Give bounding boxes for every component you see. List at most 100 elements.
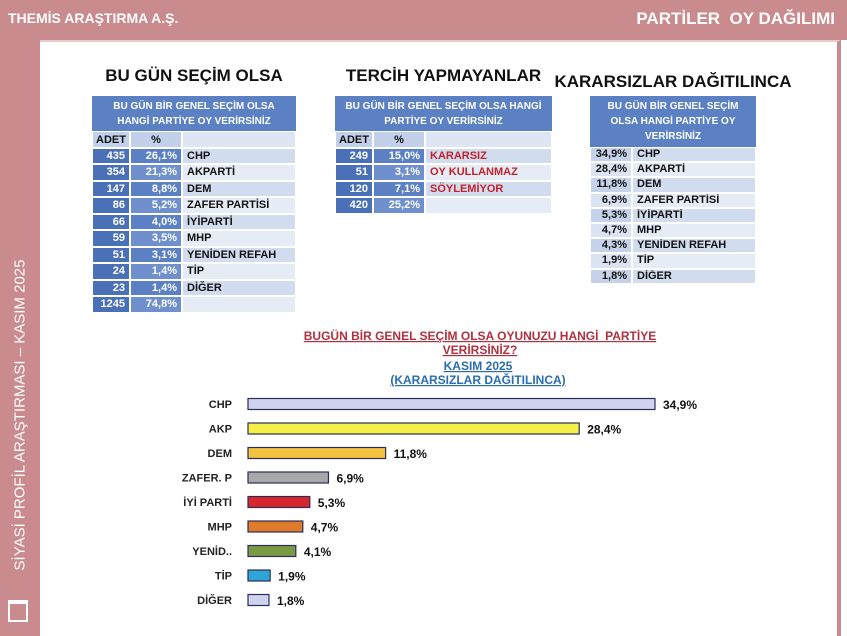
value-label: 11,8%	[394, 447, 428, 461]
number-cell: 28,4%	[590, 162, 632, 178]
number-cell: 1,4%	[130, 263, 182, 280]
number-cell: 120	[335, 180, 373, 197]
party-cell: YENİDEN REFAH	[182, 246, 296, 263]
party-cell: DİĞER	[632, 268, 756, 284]
number-cell: 8,8%	[130, 180, 182, 197]
table-question: BU GÜN BİR GENEL SEÇİM OLSA HANGİ PARTİY…	[92, 96, 296, 131]
party-cell	[182, 296, 296, 313]
number-cell: 74,8%	[130, 296, 182, 313]
bar	[247, 495, 311, 509]
number-cell: 34,9%	[590, 147, 632, 163]
table-question: BU GÜN BİR GENEL SEÇİM OLSA HANGİ PARTİY…	[335, 96, 552, 131]
bar	[247, 422, 580, 435]
chart-title: BUGÜN BİR GENEL SEÇİM OLSA OYUNUZU HANGİ…	[304, 328, 656, 343]
number-cell: 147	[92, 180, 130, 197]
party-cell: AKPARTİ	[632, 162, 756, 178]
value-label: 5,3%	[318, 496, 346, 510]
column-header: %	[373, 131, 425, 148]
number-cell: 21,3%	[130, 164, 182, 181]
party-cell: MHP	[182, 230, 296, 247]
column-header	[425, 131, 552, 148]
column-header: ADET	[335, 131, 373, 148]
value-label: 34,9%	[663, 398, 697, 412]
party-cell: İYİPARTİ	[182, 213, 296, 230]
number-cell: 3,1%	[130, 246, 182, 263]
bar	[247, 593, 270, 607]
number-cell: 5,2%	[130, 197, 182, 214]
number-cell: 3,1%	[373, 164, 425, 181]
number-cell: 26,1%	[130, 147, 182, 164]
number-cell: 4,7%	[590, 223, 632, 239]
bar	[247, 446, 387, 460]
party-cell: SÖYLEMİYOR	[425, 180, 552, 197]
party-cell: TİP	[182, 263, 296, 280]
party-cell	[425, 197, 552, 214]
party-cell: OY KULLANMAZ	[425, 164, 552, 181]
number-cell: 1,8%	[590, 268, 632, 284]
number-cell: 3,5%	[130, 230, 182, 247]
number-cell: 51	[335, 164, 373, 181]
number-cell: 1,9%	[590, 253, 632, 269]
column-header	[182, 131, 296, 148]
party-cell: İYİPARTİ	[632, 207, 756, 223]
category-label: MHP	[208, 522, 232, 534]
number-cell: 4,0%	[130, 213, 182, 230]
party-cell: MHP	[632, 223, 756, 239]
table-title: BU GÜN SEÇİM OLSA	[105, 66, 283, 85]
number-cell: 24	[92, 263, 130, 280]
value-label: 4,7%	[311, 521, 339, 535]
bar	[247, 471, 330, 484]
category-label: TİP	[215, 570, 232, 583]
category-label: AKP	[209, 424, 232, 436]
party-cell: YENİDEN REFAH	[632, 238, 756, 254]
chart-subtitle: (KARARSIZLAR DAĞITILINCA)	[390, 372, 565, 387]
chart-title: VERİRSİNİZ?	[443, 342, 518, 357]
number-cell: 420	[335, 197, 373, 214]
category-label: DEM	[208, 448, 232, 460]
chart-subtitle: KASIM 2025	[444, 359, 513, 373]
category-label: ZAFER. P	[182, 473, 232, 485]
number-cell: 59	[92, 230, 130, 247]
party-cell: CHP	[182, 147, 296, 164]
party-cell: DEM	[632, 177, 756, 193]
party-cell: KARARSIZ	[425, 147, 552, 164]
number-cell: 249	[335, 147, 373, 164]
number-cell: 86	[92, 197, 130, 214]
value-label: 1,9%	[278, 570, 306, 584]
logo-column	[8, 600, 28, 622]
number-cell: 6,9%	[590, 192, 632, 208]
column-header: ADET	[92, 131, 130, 148]
party-cell: TİP	[632, 253, 756, 269]
category-label: DİĞER	[197, 594, 232, 607]
value-label: 1,8%	[277, 594, 305, 608]
header-left: THEMİS ARAŞTIRMA A.Ş.	[8, 10, 179, 26]
bar	[247, 544, 297, 558]
category-label: YENİD..	[192, 545, 232, 558]
party-cell: AKPARTİ	[182, 164, 296, 181]
column-header: %	[130, 131, 182, 148]
number-cell: 15,0%	[373, 147, 425, 164]
value-label: 28,4%	[587, 423, 621, 437]
table-question: BU GÜN BİR GENEL SEÇİM OLSA HANGİ PARTİY…	[590, 96, 756, 147]
number-cell: 354	[92, 164, 130, 181]
number-cell: 5,3%	[590, 207, 632, 223]
number-cell: 435	[92, 147, 130, 164]
table-title: TERCİH YAPMAYANLAR	[345, 66, 542, 85]
bar	[247, 569, 271, 582]
number-cell: 25,2%	[373, 197, 425, 214]
number-cell: 23	[92, 279, 130, 296]
content-frame	[40, 40, 841, 636]
number-cell: 66	[92, 213, 130, 230]
value-label: 6,9%	[336, 472, 364, 486]
party-cell: ZAFER PARTİSİ	[632, 192, 756, 208]
left-bar	[0, 0, 40, 636]
number-cell: 1,4%	[130, 279, 182, 296]
party-cell: CHP	[632, 147, 756, 163]
header-right: PARTİLER OY DAĞILIMI	[636, 9, 835, 28]
number-cell: 7,1%	[373, 180, 425, 197]
value-label: 4,1%	[304, 545, 332, 559]
category-label: İYİ PARTİ	[183, 496, 232, 509]
party-cell: ZAFER PARTİSİ	[182, 197, 296, 214]
